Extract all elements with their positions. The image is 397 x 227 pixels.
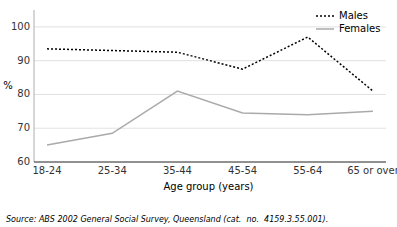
legend-swatch	[316, 15, 334, 17]
y-tick-label: 70	[17, 122, 30, 133]
legend-label: Females	[339, 23, 380, 34]
x-tick-label: 35-44	[163, 165, 192, 176]
plot-area	[47, 37, 373, 145]
x-tick-label: 65 or over	[347, 165, 397, 176]
grid-line	[34, 26, 386, 27]
y-tick-label: 60	[17, 156, 30, 167]
x-tick-label: 45-54	[228, 165, 257, 176]
legend-label: Males	[339, 10, 368, 21]
y-axis-line	[34, 10, 35, 162]
source-note: Source: ABS 2002 General Social Survey, …	[6, 215, 328, 224]
y-tick-label: 80	[17, 88, 30, 99]
series-line	[47, 91, 373, 145]
x-tick-label: 25-34	[98, 165, 127, 176]
y-axis-label: %	[3, 80, 13, 91]
x-axis-line	[34, 162, 386, 163]
grid-line	[34, 162, 386, 163]
chart: 60 70 80 90 100 18-24 25-34 35-44 45-54 55-64 65 o…	[0, 0, 397, 227]
x-axis-label: Age group (years)	[163, 181, 253, 192]
series-line	[47, 37, 373, 91]
legend-swatch	[316, 28, 334, 30]
grid-line	[34, 94, 386, 95]
y-tick-label: 100	[11, 21, 30, 32]
x-tick-label: 55-64	[293, 165, 322, 176]
legend: Males Females	[316, 10, 380, 34]
y-tick-label: 90	[17, 55, 30, 66]
x-tick-label: 18-24	[33, 165, 62, 176]
grid-line	[34, 128, 386, 129]
